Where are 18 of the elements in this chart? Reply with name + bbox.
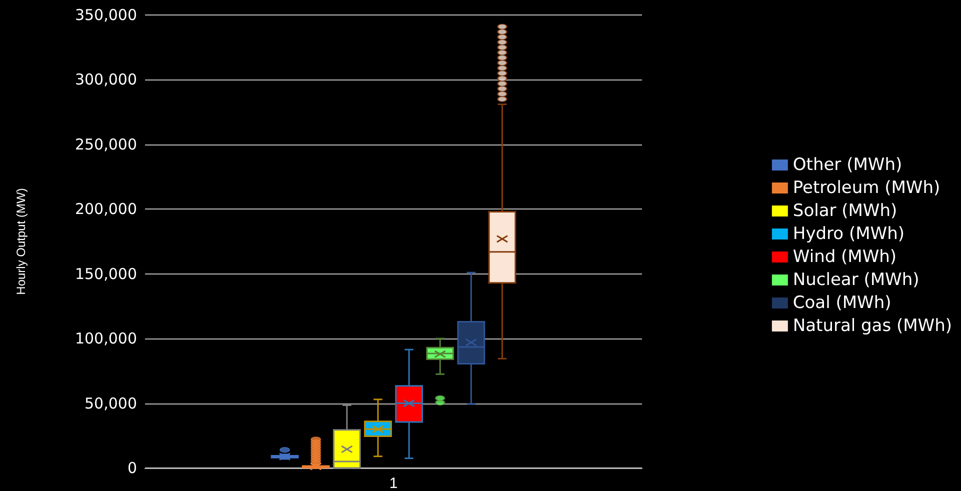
y-tick-label: 0 xyxy=(127,459,137,477)
x-tick-label: 1 xyxy=(389,475,398,491)
legend-label: Solar (MWh) xyxy=(792,201,898,221)
legend-label: Natural gas (MWh) xyxy=(792,316,952,336)
y-tick-label: 250,000 xyxy=(74,135,137,154)
y-tick-label: 200,000 xyxy=(74,200,137,218)
y-tick-label: 300,000 xyxy=(74,70,137,89)
y-tick-label: 50,000 xyxy=(84,394,137,412)
legend-label: Wind (MWh) xyxy=(792,247,897,267)
legend-label: Hydro (MWh) xyxy=(792,224,904,244)
y-tick-label: 100,000 xyxy=(74,330,137,348)
legend-label: Petroleum (MWh) xyxy=(792,178,940,198)
legend-label: Coal (MWh) xyxy=(792,293,892,313)
y-axis-title: Hourly Output (MW) xyxy=(14,188,28,295)
y-tick-label: 150,000 xyxy=(74,264,137,283)
legend-label: Nuclear (MWh) xyxy=(792,270,920,290)
y-tick-label: 350,000 xyxy=(74,6,137,24)
legend-label: Other (MWh) xyxy=(792,155,902,175)
